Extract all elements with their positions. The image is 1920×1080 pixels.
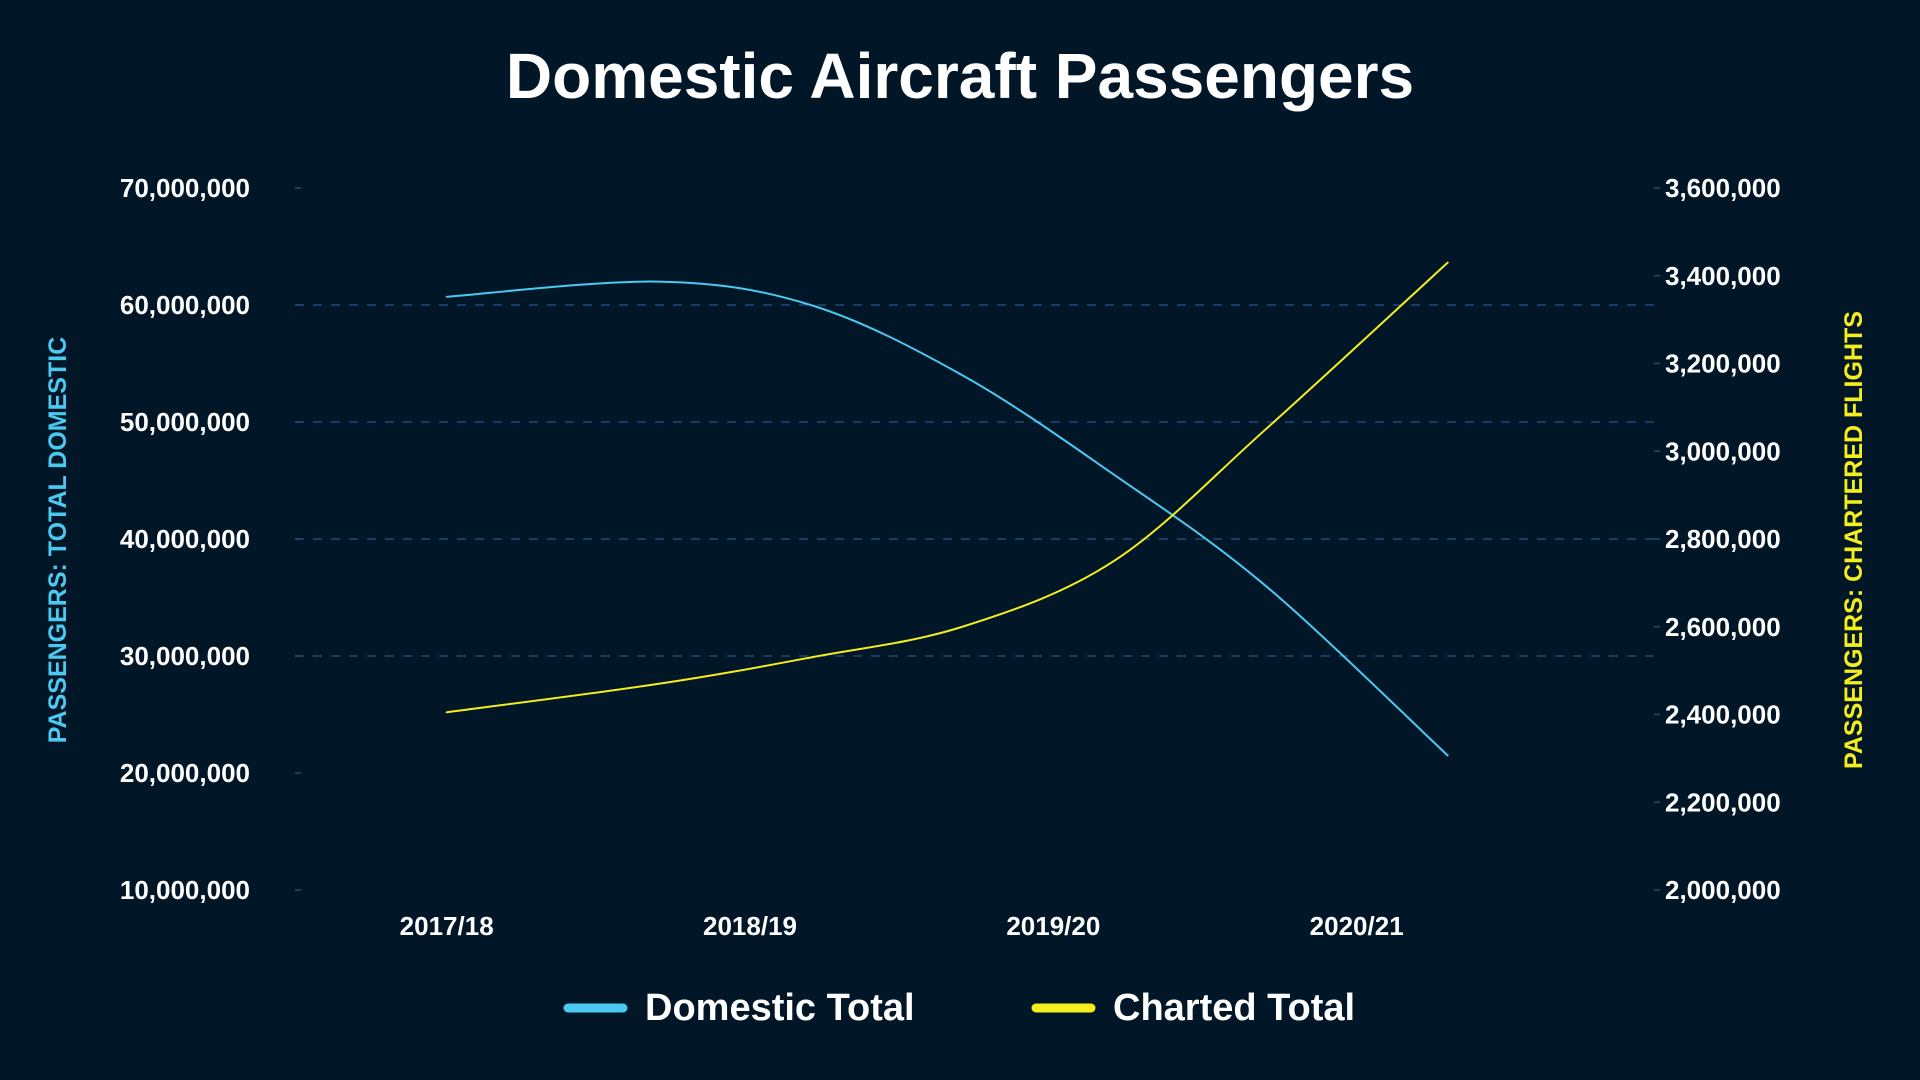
- right-tick-label: 2,600,000: [1665, 612, 1781, 642]
- x-tick-label: 2020/21: [1310, 911, 1404, 941]
- left-axis-ticks: 70,000,000 60,000,000 50,000,000 40,000,000…: [120, 173, 301, 905]
- x-axis-ticks: 2017/18 2018/19 2019/20 2020/21: [400, 911, 1404, 941]
- right-tick-label: 2,000,000: [1665, 875, 1781, 905]
- grid-lines: [295, 304, 1660, 657]
- series-line-charted-total: [445, 261, 1449, 714]
- legend: Domestic Total Charted Total: [563, 987, 1355, 1029]
- right-tick-label: 2,800,000: [1665, 524, 1781, 554]
- legend-label: Domestic Total: [645, 987, 915, 1029]
- right-tick-label: 3,200,000: [1665, 349, 1781, 379]
- right-axis-ticks: 3,600,000 3,400,000 3,200,000 3,000,000 2,80…: [1654, 173, 1781, 905]
- right-tick-label: 2,200,000: [1665, 787, 1781, 817]
- series-lines: [445, 261, 1449, 757]
- right-axis-label: PASSENGERS: CHARTERED FLIGHTS: [1840, 311, 1868, 769]
- left-tick-label: 10,000,000: [120, 875, 250, 905]
- x-tick-label: 2017/18: [400, 911, 494, 941]
- left-tick-label: 50,000,000: [120, 407, 250, 437]
- right-tick-label: 3,000,000: [1665, 436, 1781, 466]
- legend-label: Charted Total: [1113, 987, 1355, 1029]
- x-tick-label: 2019/20: [1006, 911, 1100, 941]
- left-tick-label: 60,000,000: [120, 290, 250, 320]
- right-tick-label: 2,400,000: [1665, 700, 1781, 730]
- left-tick-label: 40,000,000: [120, 524, 250, 554]
- left-axis-label: PASSENGERS: TOTAL DOMESTIC: [44, 337, 72, 744]
- right-tick-label: 3,400,000: [1665, 261, 1781, 291]
- left-tick-label: 20,000,000: [120, 758, 250, 788]
- x-tick-label: 2018/19: [703, 911, 797, 941]
- left-tick-label: 70,000,000: [120, 173, 250, 203]
- series-line-domestic-total: [445, 280, 1449, 757]
- left-tick-label: 30,000,000: [120, 641, 250, 671]
- right-tick-label: 3,600,000: [1665, 173, 1781, 203]
- chart-title: Domestic Aircraft Passengers: [506, 40, 1414, 112]
